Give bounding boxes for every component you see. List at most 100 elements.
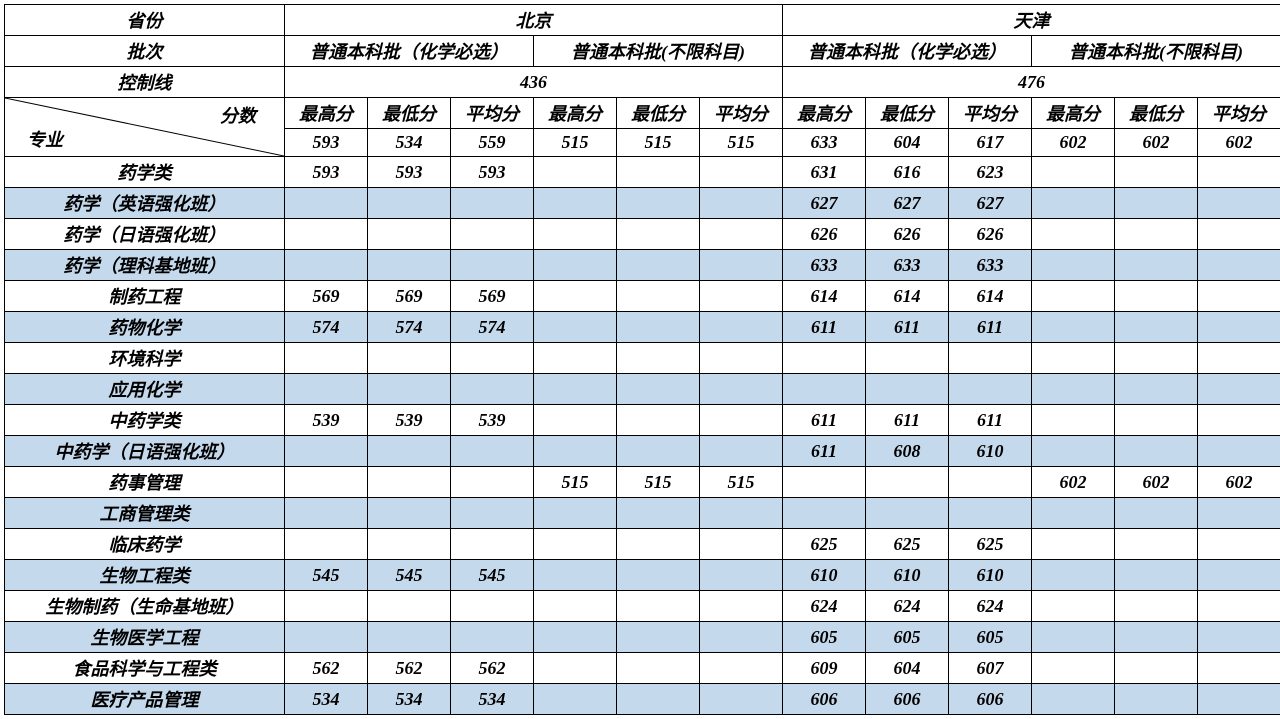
major-name: 生物工程类 xyxy=(5,560,285,591)
cell-9-11 xyxy=(1198,436,1280,467)
major-row: 药学（理科基地班）633633633 xyxy=(5,250,1280,281)
cell-6-3 xyxy=(534,343,617,374)
cell-16-1: 562 xyxy=(368,653,451,684)
cell-14-2 xyxy=(451,591,534,622)
cell-2-6: 626 xyxy=(783,219,866,250)
cell-11-2 xyxy=(451,498,534,529)
cell-8-1: 539 xyxy=(368,405,451,436)
cell-3-6: 633 xyxy=(783,250,866,281)
cell-13-5 xyxy=(700,560,783,591)
cell-4-6: 614 xyxy=(783,281,866,312)
cell-5-1: 574 xyxy=(368,312,451,343)
cell-3-7: 633 xyxy=(866,250,949,281)
cell-7-7 xyxy=(866,374,949,405)
overall-score-11: 602 xyxy=(1198,129,1280,157)
cell-7-6 xyxy=(783,374,866,405)
score-label-9: 最高分 xyxy=(1032,98,1115,129)
cell-11-3 xyxy=(534,498,617,529)
overall-score-3: 515 xyxy=(534,129,617,157)
cell-14-11 xyxy=(1198,591,1280,622)
cell-14-10 xyxy=(1115,591,1198,622)
cell-13-4 xyxy=(617,560,700,591)
cell-0-0: 593 xyxy=(285,157,368,188)
cell-10-6 xyxy=(783,467,866,498)
major-name: 药事管理 xyxy=(5,467,285,498)
cell-10-9: 602 xyxy=(1032,467,1115,498)
cell-0-3 xyxy=(534,157,617,188)
cell-12-0 xyxy=(285,529,368,560)
cell-6-4 xyxy=(617,343,700,374)
cell-9-2 xyxy=(451,436,534,467)
cell-2-11 xyxy=(1198,219,1280,250)
cell-8-9 xyxy=(1032,405,1115,436)
cell-2-8: 626 xyxy=(949,219,1032,250)
score-label-10: 最低分 xyxy=(1115,98,1198,129)
cell-11-9 xyxy=(1032,498,1115,529)
major-name: 环境科学 xyxy=(5,343,285,374)
major-row: 应用化学 xyxy=(5,374,1280,405)
cell-17-8: 606 xyxy=(949,684,1032,715)
major-row: 制药工程569569569614614614 xyxy=(5,281,1280,312)
cell-1-1 xyxy=(368,188,451,219)
cell-16-11 xyxy=(1198,653,1280,684)
cell-15-5 xyxy=(700,622,783,653)
major-row: 食品科学与工程类562562562609604607 xyxy=(5,653,1280,684)
cell-7-3 xyxy=(534,374,617,405)
cell-0-1: 593 xyxy=(368,157,451,188)
province-1: 天津 xyxy=(783,5,1280,36)
cell-16-6: 609 xyxy=(783,653,866,684)
cell-14-8: 624 xyxy=(949,591,1032,622)
cell-14-0 xyxy=(285,591,368,622)
cell-8-2: 539 xyxy=(451,405,534,436)
cell-16-9 xyxy=(1032,653,1115,684)
cell-14-7: 624 xyxy=(866,591,949,622)
score-label-2: 平均分 xyxy=(451,98,534,129)
cell-10-0 xyxy=(285,467,368,498)
cell-7-4 xyxy=(617,374,700,405)
score-label-8: 平均分 xyxy=(949,98,1032,129)
cell-16-2: 562 xyxy=(451,653,534,684)
major-row: 医疗产品管理534534534606606606 xyxy=(5,684,1280,715)
cell-11-10 xyxy=(1115,498,1198,529)
cell-4-4 xyxy=(617,281,700,312)
cell-12-3 xyxy=(534,529,617,560)
cell-16-3 xyxy=(534,653,617,684)
cell-10-10: 602 xyxy=(1115,467,1198,498)
cell-13-3 xyxy=(534,560,617,591)
cell-12-5 xyxy=(700,529,783,560)
cell-11-7 xyxy=(866,498,949,529)
cell-14-3 xyxy=(534,591,617,622)
control-0: 436 xyxy=(285,67,783,98)
cell-9-8: 610 xyxy=(949,436,1032,467)
cell-4-10 xyxy=(1115,281,1198,312)
cell-12-8: 625 xyxy=(949,529,1032,560)
overall-score-7: 604 xyxy=(866,129,949,157)
major-name: 药学（英语强化班） xyxy=(5,188,285,219)
cell-15-6: 605 xyxy=(783,622,866,653)
cell-8-11 xyxy=(1198,405,1280,436)
cell-8-5 xyxy=(700,405,783,436)
cell-4-3 xyxy=(534,281,617,312)
cell-14-6: 624 xyxy=(783,591,866,622)
cell-5-5 xyxy=(700,312,783,343)
major-name: 制药工程 xyxy=(5,281,285,312)
cell-2-10 xyxy=(1115,219,1198,250)
cell-13-1: 545 xyxy=(368,560,451,591)
cell-14-9 xyxy=(1032,591,1115,622)
cell-1-10 xyxy=(1115,188,1198,219)
cell-1-5 xyxy=(700,188,783,219)
cell-5-10 xyxy=(1115,312,1198,343)
score-label-0: 最高分 xyxy=(285,98,368,129)
cell-11-0 xyxy=(285,498,368,529)
cell-4-8: 614 xyxy=(949,281,1032,312)
cell-12-1 xyxy=(368,529,451,560)
cell-16-5 xyxy=(700,653,783,684)
header-control-line: 控制线 xyxy=(5,67,285,98)
batch-2: 普通本科批（化学必选） xyxy=(783,36,1032,67)
diag-major-label: 专业 xyxy=(27,126,63,152)
cell-5-6: 611 xyxy=(783,312,866,343)
cell-10-8 xyxy=(949,467,1032,498)
cell-1-8: 627 xyxy=(949,188,1032,219)
cell-6-9 xyxy=(1032,343,1115,374)
cell-8-7: 611 xyxy=(866,405,949,436)
